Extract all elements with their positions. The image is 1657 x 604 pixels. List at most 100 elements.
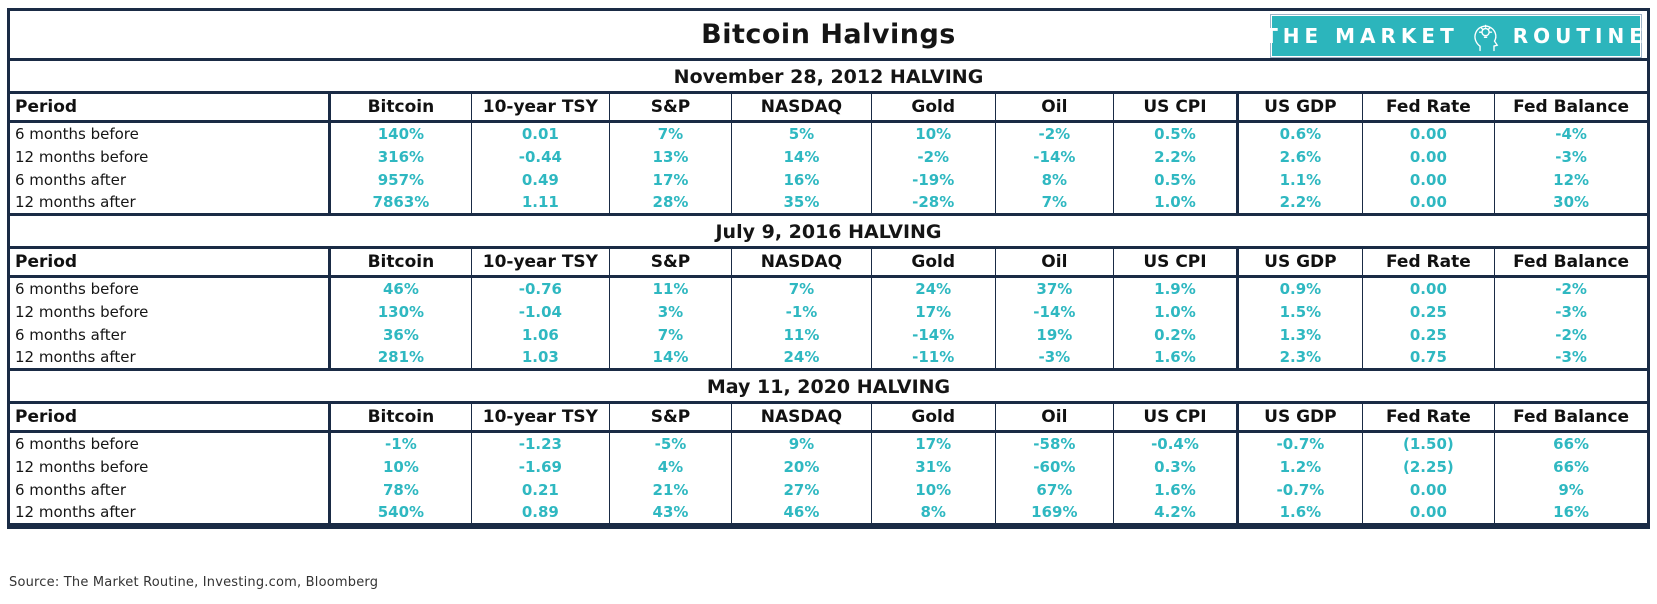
value-cell: 43% — [608, 501, 732, 525]
head-lightbulb-icon — [1474, 24, 1499, 52]
value-cell: 66% — [1494, 455, 1647, 478]
value-cell: 46% — [731, 501, 872, 525]
value-cell: 8% — [870, 501, 996, 525]
value-cell: -3% — [1494, 346, 1647, 370]
source-note: Source: The Market Routine, Investing.co… — [9, 575, 379, 590]
value-cell: 0.89 — [471, 501, 610, 525]
value-cell: -0.7% — [1236, 478, 1363, 501]
column-header: Gold — [870, 94, 996, 123]
value-cell: 2.2% — [1236, 191, 1363, 215]
value-cell: 0.01 — [471, 121, 610, 145]
value-cell: 1.6% — [1112, 346, 1238, 370]
value-cell: 14% — [608, 346, 732, 370]
value-cell: 130% — [327, 300, 472, 323]
value-cell: 17% — [608, 168, 732, 191]
value-cell: 0.49 — [471, 168, 610, 191]
value-cell: 10% — [870, 121, 996, 145]
the-market-routine-logo: THE MARKET ROUTINE — [1264, 16, 1643, 56]
column-header: US GDP — [1236, 249, 1363, 278]
value-cell: 2.3% — [1236, 346, 1363, 370]
value-cell: 31% — [870, 455, 996, 478]
value-cell: 16% — [1494, 501, 1647, 525]
value-cell: 30% — [1494, 191, 1647, 215]
value-cell: -2% — [870, 145, 996, 168]
column-header: US CPI — [1112, 249, 1238, 278]
column-header: NASDAQ — [731, 249, 872, 278]
table-row: 12 months after 540% 0.89 43% 46% 8% 169% 4.2% 1… — [10, 501, 1647, 525]
value-cell: (1.50) — [1361, 431, 1495, 455]
column-header: S&P — [608, 94, 732, 123]
value-cell: 10% — [327, 455, 472, 478]
value-cell: -2% — [1494, 323, 1647, 346]
value-cell: 0.2% — [1112, 323, 1238, 346]
period-cell: 6 months after — [15, 170, 127, 189]
value-cell: 0.9% — [1236, 276, 1363, 300]
value-cell: 4% — [608, 455, 732, 478]
period-cell: 6 months before — [15, 435, 139, 453]
value-cell: -2% — [994, 121, 1114, 145]
value-cell: 1.2% — [1236, 455, 1363, 478]
value-cell: 0.00 — [1361, 145, 1495, 168]
value-cell: 0.00 — [1361, 478, 1495, 501]
value-cell: 1.0% — [1112, 300, 1238, 323]
value-cell: -1.23 — [471, 431, 610, 455]
column-header: 10-year TSY — [471, 404, 610, 433]
column-header: Oil — [994, 249, 1114, 278]
value-cell: 0.3% — [1112, 455, 1238, 478]
value-cell: 1.6% — [1112, 478, 1238, 501]
logo-text-left: THE MARKET — [1264, 24, 1459, 48]
column-header: Fed Rate — [1361, 404, 1495, 433]
period-cell: 12 months before — [15, 302, 149, 321]
halving-table-0: Period Bitcoin 10-year TSY S&P NASDAQ Gold Oil… — [10, 94, 1647, 216]
period-cell: 12 months before — [15, 147, 149, 166]
value-cell: 0.5% — [1112, 168, 1238, 191]
value-cell: 12% — [1494, 168, 1647, 191]
value-cell: -0.7% — [1236, 431, 1363, 455]
value-cell: -14% — [994, 300, 1114, 323]
value-cell: -2% — [1494, 276, 1647, 300]
value-cell: 16% — [731, 168, 872, 191]
column-header: Period — [10, 249, 330, 278]
value-cell: 281% — [327, 346, 472, 370]
halving-sections: November 28, 2012 HALVING Period Bitcoin 10… — [10, 61, 1647, 526]
value-cell: -60% — [994, 455, 1114, 478]
value-cell: -0.4% — [1112, 431, 1238, 455]
value-cell: 0.25 — [1361, 300, 1495, 323]
value-cell: 13% — [608, 145, 732, 168]
value-cell: 46% — [327, 276, 472, 300]
value-cell: -3% — [1494, 145, 1647, 168]
value-cell: 5% — [731, 121, 872, 145]
table-row: 12 months before 316% -0.44 13% 14% -2% -14% 2.… — [10, 145, 1647, 168]
value-cell: 35% — [731, 191, 872, 215]
header-row: Period Bitcoin 10-year TSY S&P NASDAQ Gold Oil… — [10, 249, 1647, 278]
value-cell: 66% — [1494, 431, 1647, 455]
column-header: Oil — [994, 94, 1114, 123]
value-cell: -0.76 — [471, 276, 610, 300]
value-cell: -1% — [327, 431, 472, 455]
value-cell: 1.11 — [471, 191, 610, 215]
column-header: Fed Rate — [1361, 249, 1495, 278]
column-header: 10-year TSY — [471, 249, 610, 278]
table-row: 12 months before 10% -1.69 4% 20% 31% -60% 0.3%… — [10, 455, 1647, 478]
value-cell: 17% — [870, 431, 996, 455]
value-cell: 0.25 — [1361, 323, 1495, 346]
period-cell: 12 months after — [15, 193, 136, 211]
table-row: 6 months after 78% 0.21 21% 27% 10% 67% 1.6% -0.… — [10, 478, 1647, 501]
period-cell: 6 months after — [15, 325, 127, 344]
column-header: Gold — [870, 404, 996, 433]
logo-text-right: ROUTINE — [1512, 24, 1648, 48]
value-cell: -5% — [608, 431, 732, 455]
section-heading-0: November 28, 2012 HALVING — [10, 61, 1647, 94]
value-cell: 27% — [731, 478, 872, 501]
value-cell: 67% — [994, 478, 1114, 501]
column-header: US GDP — [1236, 94, 1363, 123]
value-cell: 7% — [608, 323, 732, 346]
column-header: Gold — [870, 249, 996, 278]
table-row: 12 months before 130% -1.04 3% -1% 17% -14% 1.0… — [10, 300, 1647, 323]
period-cell: 12 months before — [15, 457, 149, 476]
column-header: Period — [10, 404, 330, 433]
value-cell: 17% — [870, 300, 996, 323]
value-cell: (2.25) — [1361, 455, 1495, 478]
value-cell: 1.06 — [471, 323, 610, 346]
value-cell: 7% — [608, 121, 732, 145]
